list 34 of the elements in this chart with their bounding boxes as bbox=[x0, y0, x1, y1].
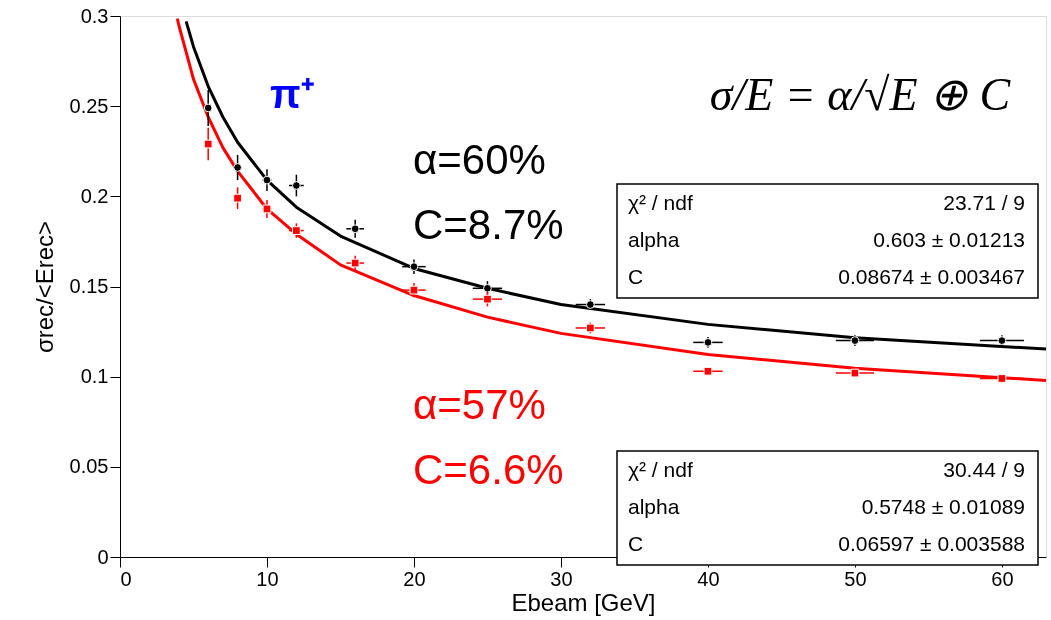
annotation: 0.08674 ± 0.003467 bbox=[838, 265, 1025, 288]
y-tick-label: 0.3 bbox=[80, 4, 109, 27]
annotation: C bbox=[628, 532, 644, 555]
annotation: C=6.6% bbox=[413, 446, 564, 493]
annotation: χ² / ndf bbox=[628, 191, 693, 214]
x-tick-label: 0 bbox=[120, 567, 132, 590]
x-tick-label: 60 bbox=[991, 567, 1014, 590]
annotation: 23.71 / 9 bbox=[943, 191, 1025, 214]
annotation: C=8.7% bbox=[413, 201, 564, 248]
x-axis-title: Ebeam [GeV] bbox=[511, 588, 656, 616]
x-tick-label: 40 bbox=[697, 567, 720, 590]
annotation: 0.06597 ± 0.003588 bbox=[838, 532, 1025, 555]
x-tick-label: 50 bbox=[844, 567, 867, 590]
annotation: α=60% bbox=[413, 136, 546, 183]
annotation: α=57% bbox=[413, 381, 546, 428]
x-tick-label: 30 bbox=[550, 567, 573, 590]
annotation: 30.44 / 9 bbox=[943, 458, 1025, 481]
annotation: C bbox=[628, 265, 644, 288]
annotation: χ² / ndf bbox=[628, 458, 693, 481]
y-axis-title: σrec/<Erec> bbox=[30, 220, 58, 354]
y-tick-label: 0.25 bbox=[69, 94, 109, 117]
annotation: σ/E = α/√E ⊕ C bbox=[709, 69, 1012, 120]
x-tick-label: 20 bbox=[403, 567, 426, 590]
annotation: 0.603 ± 0.01213 bbox=[873, 228, 1025, 251]
annotation: alpha bbox=[628, 228, 680, 251]
y-tick-label: 0.05 bbox=[69, 455, 109, 478]
y-tick-label: 0.1 bbox=[80, 365, 109, 388]
x-tick-label: 10 bbox=[256, 567, 279, 590]
annotation: 0.5748 ± 0.01089 bbox=[861, 495, 1025, 518]
y-tick-label: 0.15 bbox=[69, 275, 109, 297]
annotation: alpha bbox=[628, 495, 680, 518]
y-tick-label: 0.2 bbox=[80, 184, 109, 207]
y-tick-label: 0 bbox=[97, 545, 109, 568]
annotation: π⁺ bbox=[270, 72, 315, 116]
